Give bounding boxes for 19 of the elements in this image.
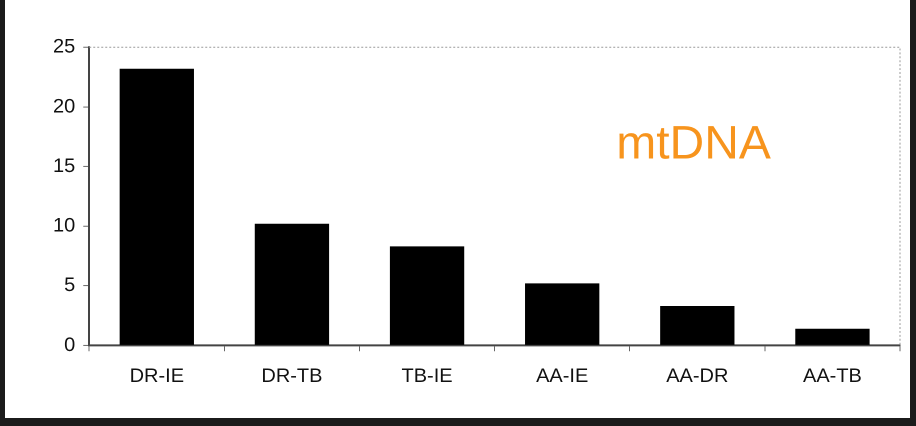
bar [660,306,734,345]
y-tick-label: 10 [53,214,76,237]
y-tick-label: 20 [53,95,76,118]
x-tick-label: DR-TB [261,365,322,388]
x-tick-label: DR-IE [130,365,184,388]
bar [390,246,464,345]
x-tick-label: TB-IE [402,365,453,388]
x-tick-label: AA-TB [803,365,862,388]
x-tick-label: AA-IE [536,365,588,388]
bar [795,328,870,345]
x-tick-label: AA-DR [666,365,728,388]
bar [254,224,330,345]
bar [525,283,600,345]
annotation: mtDNA [616,117,772,170]
y-tick-label: 0 [64,334,76,356]
y-tick-label: 25 [53,36,76,58]
bar [120,68,194,345]
y-tick-label: 15 [53,155,76,177]
y-tick-label: 5 [64,274,76,296]
